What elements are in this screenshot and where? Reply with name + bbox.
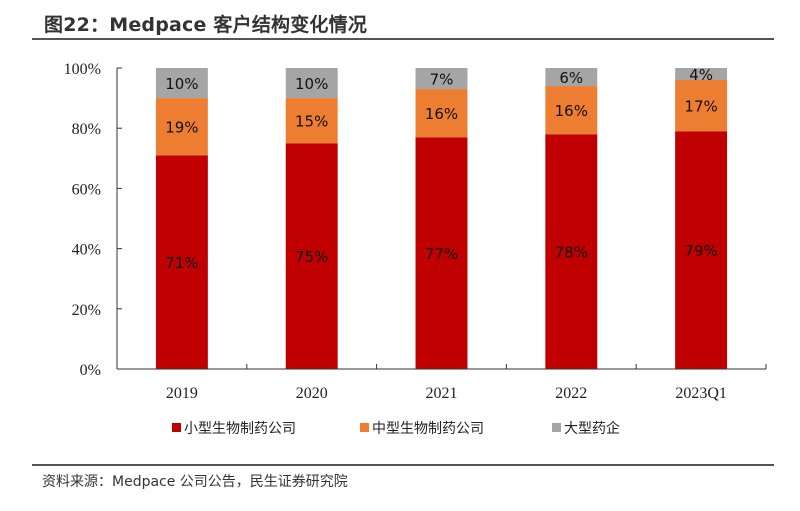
data-label-2021-2: 7% xyxy=(430,71,454,89)
bar-segment-2020-1 xyxy=(285,98,338,144)
bar-segment-2019-0 xyxy=(155,155,208,369)
data-label-2020-0: 75% xyxy=(295,248,328,266)
data-label-2019-1: 19% xyxy=(165,119,198,137)
y-tick-label: 80% xyxy=(72,121,101,138)
legend: 小型生物制药公司 中型生物制药公司 大型药企 xyxy=(172,420,620,437)
x-tick-label: 2019 xyxy=(166,385,198,402)
bar-segment-2022-2 xyxy=(545,68,598,87)
y-tick-label: 40% xyxy=(72,242,101,259)
legend-swatch-1 xyxy=(360,423,369,432)
bar-segment-2023Q1-0 xyxy=(675,131,728,369)
data-label-2023Q1-2: 4% xyxy=(689,66,713,84)
bar-segment-2021-0 xyxy=(415,137,468,369)
data-label-2019-2: 10% xyxy=(165,75,198,93)
bar-segment-2023Q1-2 xyxy=(675,68,728,81)
y-tick-label: 60% xyxy=(72,181,101,198)
legend-swatch-2 xyxy=(552,423,561,432)
data-label-2022-2: 6% xyxy=(559,69,583,87)
bar-segment-2023Q1-1 xyxy=(675,80,728,132)
bar-segment-2021-1 xyxy=(415,89,468,138)
legend-label-1: 中型生物制药公司 xyxy=(372,421,484,437)
stacked-bar-chart: 71% 19% 10% 75% 15% 10% 77% 16% 7% 78% 16% 6% 79% 17%… xyxy=(64,61,767,437)
bar-segment-2020-0 xyxy=(285,143,338,369)
axes-group: 0% 20% 40% 60% 80% 100% 2019 2020 2021 2022 2023Q1 xyxy=(64,61,767,402)
data-labels-group: 71% 19% 10% 75% 15% 10% 77% 16% 7% 78% 16% 6% 79% 17%… xyxy=(165,66,718,272)
x-tick-label: 2021 xyxy=(426,385,458,402)
data-label-2021-1: 16% xyxy=(425,105,458,123)
x-tick-label: 2020 xyxy=(296,385,328,402)
data-label-2021-0: 77% xyxy=(425,245,458,263)
y-tick-label: 20% xyxy=(72,302,101,319)
legend-swatch-0 xyxy=(172,423,181,432)
bar-segment-2019-2 xyxy=(155,68,208,99)
legend-label-2: 大型药企 xyxy=(564,420,620,437)
bar-segment-2020-2 xyxy=(285,68,338,99)
bars-group xyxy=(155,68,728,369)
data-label-2022-1: 16% xyxy=(555,102,588,120)
bar-segment-2019-1 xyxy=(155,98,208,156)
source-divider xyxy=(32,464,774,466)
bar-segment-2021-2 xyxy=(415,68,468,90)
data-label-2022-0: 78% xyxy=(555,244,588,262)
y-tick-label: 100% xyxy=(64,61,101,78)
source-note: 资料来源：Medpace 公司公告，民生证券研究院 xyxy=(42,474,348,490)
bar-segment-2022-1 xyxy=(545,86,598,135)
data-label-2023Q1-0: 79% xyxy=(684,242,717,260)
data-label-2020-1: 15% xyxy=(295,113,328,131)
bar-segment-2022-0 xyxy=(545,134,598,369)
x-tick-label: 2023Q1 xyxy=(675,385,727,402)
title-divider xyxy=(32,38,774,40)
data-label-2023Q1-1: 17% xyxy=(684,98,717,116)
chart-title: 图22：Medpace 客户结构变化情况 xyxy=(44,14,368,36)
data-label-2019-0: 71% xyxy=(165,254,198,272)
y-tick-label: 0% xyxy=(80,362,101,379)
data-label-2020-2: 10% xyxy=(295,75,328,93)
x-tick-label: 2022 xyxy=(555,385,587,402)
legend-label-0: 小型生物制药公司 xyxy=(184,421,296,437)
